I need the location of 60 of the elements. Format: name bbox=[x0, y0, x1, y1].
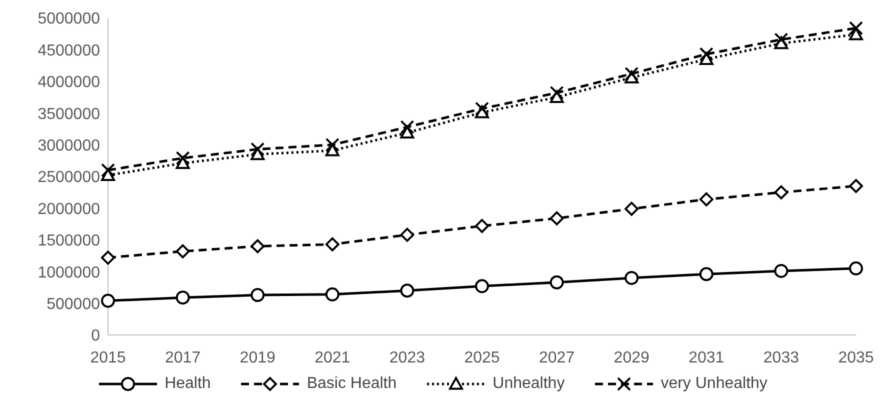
x-tick-label: 2027 bbox=[539, 349, 575, 366]
y-tick-label: 3500000 bbox=[38, 106, 100, 123]
point bbox=[176, 244, 190, 258]
point bbox=[325, 138, 340, 152]
point bbox=[325, 144, 340, 156]
point bbox=[325, 237, 340, 252]
y-tick-label: 4000000 bbox=[38, 74, 100, 92]
point bbox=[624, 270, 639, 285]
point bbox=[250, 239, 265, 254]
legend-label: Health bbox=[164, 375, 211, 393]
x-tick-label: 2025 bbox=[464, 349, 500, 366]
y-tick-label: 500000 bbox=[46, 296, 100, 313]
point bbox=[400, 120, 414, 134]
x-tick-label: 2019 bbox=[240, 349, 276, 366]
x-tick-label: 2015 bbox=[90, 349, 126, 366]
point bbox=[475, 102, 489, 116]
point bbox=[699, 192, 714, 206]
x-tick-label: 2017 bbox=[165, 349, 201, 366]
point bbox=[550, 86, 564, 100]
point bbox=[624, 202, 639, 216]
point bbox=[624, 66, 639, 81]
y-tick-label: 1000000 bbox=[38, 264, 100, 282]
x-tick-label: 2021 bbox=[314, 349, 350, 366]
point bbox=[400, 284, 414, 298]
point bbox=[325, 287, 340, 302]
x-tick-label: 2033 bbox=[763, 349, 800, 366]
point bbox=[176, 151, 190, 166]
y-tick-label: 1500000 bbox=[38, 232, 100, 250]
point bbox=[774, 185, 788, 200]
y-tick-label: 2000000 bbox=[38, 200, 100, 218]
point bbox=[250, 288, 265, 302]
y-tick-label: 5000000 bbox=[38, 10, 100, 28]
x-tick-label: 2031 bbox=[688, 349, 724, 366]
point bbox=[475, 279, 489, 294]
point bbox=[699, 47, 714, 62]
legend-label: Unhealthy bbox=[492, 375, 565, 393]
point bbox=[250, 142, 265, 156]
y-tick-label: 3000000 bbox=[38, 137, 100, 154]
point bbox=[475, 218, 489, 233]
legend-label: very Unhealthy bbox=[660, 375, 768, 393]
y-tick-label: 4500000 bbox=[38, 42, 100, 60]
x-tick-label: 2029 bbox=[614, 349, 650, 366]
point bbox=[699, 267, 714, 282]
legend-label: Basic Health bbox=[306, 375, 397, 393]
x-tick-label: 2023 bbox=[389, 349, 426, 366]
point bbox=[774, 264, 788, 278]
point bbox=[774, 32, 788, 47]
point bbox=[550, 211, 564, 226]
y-tick-label: 0 bbox=[91, 328, 100, 345]
point bbox=[849, 179, 863, 194]
point bbox=[101, 250, 115, 265]
point bbox=[400, 228, 414, 242]
point bbox=[849, 21, 863, 36]
point bbox=[101, 294, 115, 308]
y-tick-label: 2500000 bbox=[38, 169, 100, 186]
point bbox=[176, 290, 190, 305]
x-tick-label: 2035 bbox=[838, 349, 874, 366]
point bbox=[849, 261, 863, 276]
point bbox=[550, 275, 564, 290]
point bbox=[101, 163, 115, 178]
